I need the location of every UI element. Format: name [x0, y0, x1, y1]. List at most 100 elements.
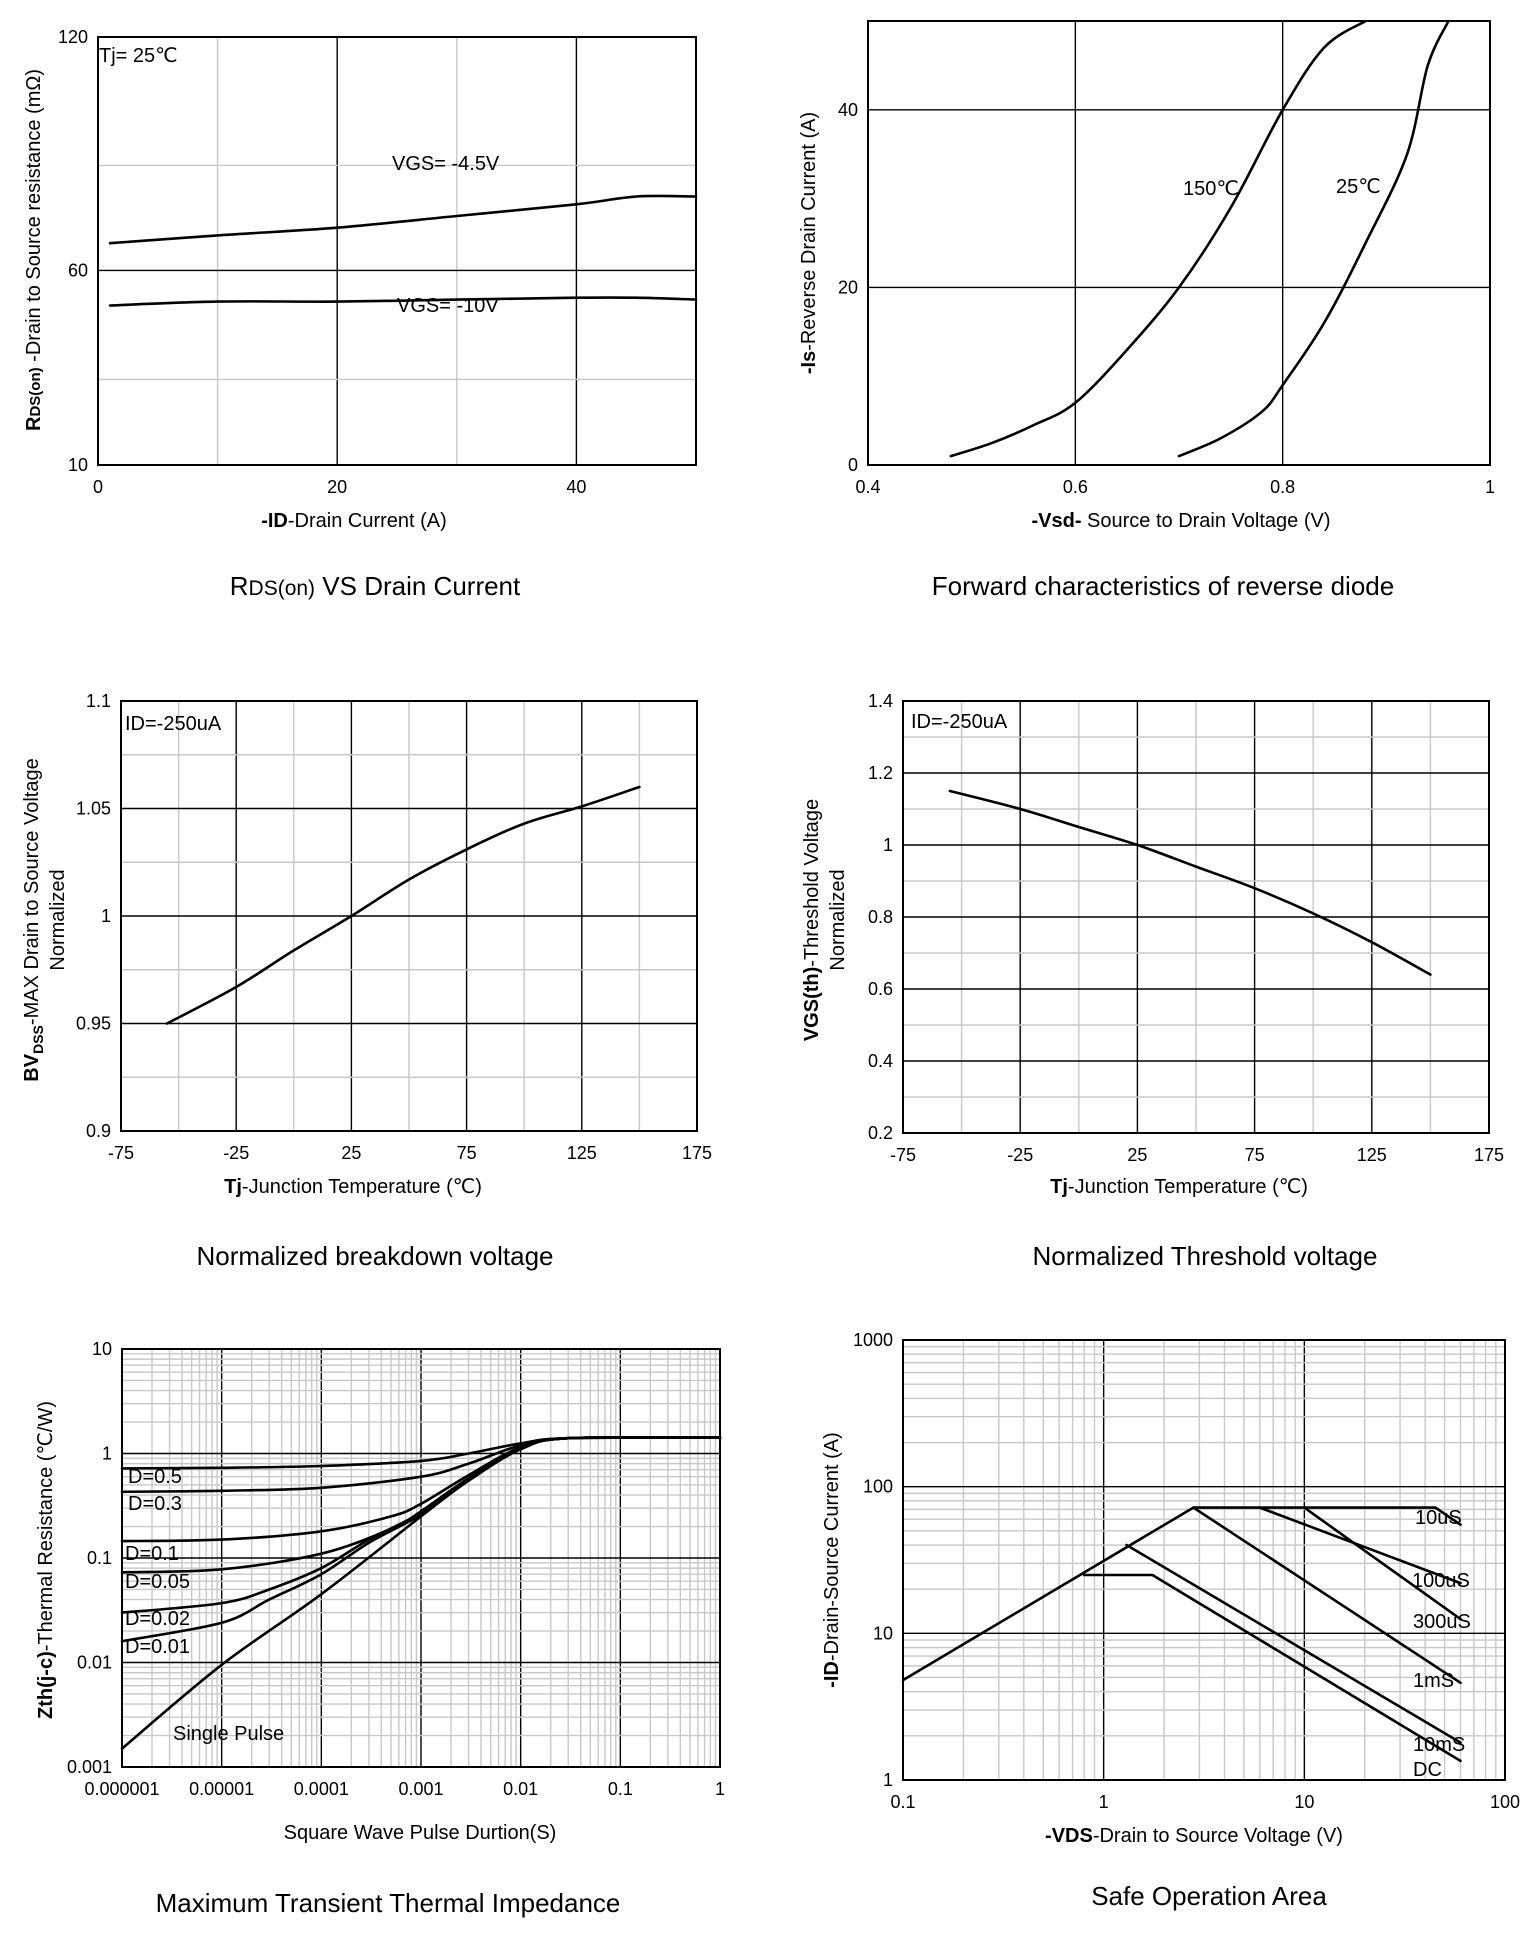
diode-chart-caption: Forward characteristics of reverse diode — [932, 571, 1394, 601]
soa-y-axis-label: -ID-Drain-Source Current (A) — [821, 1432, 843, 1688]
bvdss-x-tick-2: 25 — [341, 1143, 361, 1163]
diode-x-tick-3: 1 — [1485, 477, 1495, 497]
rds-condition-label: Tj= 25℃ — [99, 45, 178, 67]
diode-series-label-25c: 25℃ — [1336, 176, 1381, 198]
zth-y-axis-label: Zth(j-c)-Thermal Resistance (℃/W) — [35, 1401, 57, 1719]
bvdss-x-tick-1: -25 — [223, 1143, 249, 1163]
bvdss-y-tick-4: 1.1 — [86, 691, 111, 711]
soa-x-tick-3: 100 — [1490, 1792, 1520, 1812]
diode-x-tick-0: 0.4 — [855, 477, 880, 497]
vth-y-tick-3: 0.8 — [868, 907, 893, 927]
rds-series-0 — [110, 196, 696, 243]
rds-x-tick-2: 40 — [566, 477, 586, 497]
soa-label-dc: DC — [1413, 1759, 1442, 1781]
vth-x-axis-label: Tj-Junction Temperature (℃) — [1050, 1176, 1308, 1198]
soa-rdson-limit-line — [903, 1508, 1193, 1681]
vth-condition-label: ID=-250uA — [911, 711, 1008, 733]
soa-series-5 — [1084, 1575, 1460, 1761]
vth-y-tick-6: 1.4 — [868, 691, 893, 711]
zth-y-tick-0: 0.001 — [67, 1757, 112, 1777]
diode-y-tick-0: 0 — [848, 455, 858, 475]
rds-x-tick-0: 0 — [93, 477, 103, 497]
soa-label-1ms: 1mS — [1413, 1670, 1454, 1692]
vth-y-tick-2: 0.6 — [868, 979, 893, 999]
rds-plot-frame — [98, 37, 696, 465]
vth-y-tick-0: 0.2 — [868, 1123, 893, 1143]
chart-diode-forward: 0.4 0.6 0.8 1 0 20 40 150℃ 25℃ -Vsd- Source to… — [798, 21, 1495, 601]
vth-y-tick-1: 0.4 — [868, 1051, 893, 1071]
bvdss-y-axis-label: BVDSS-MAX Drain to Source Voltage — [21, 758, 46, 1081]
bvdss-y-axis-label-line2: Normalized — [47, 869, 69, 970]
vth-series-0 — [950, 791, 1431, 975]
zth-label-d01: D=0.1 — [125, 1543, 179, 1565]
zth-x-tick-4: 0.01 — [503, 1779, 538, 1799]
diode-y-axis-label: -Is-Reverse Drain Current (A) — [798, 112, 820, 374]
bvdss-condition-label: ID=-250uA — [125, 713, 222, 735]
diode-y-tick-2: 40 — [838, 100, 858, 120]
rds-chart-caption: RDS(on) VS Drain Current — [230, 571, 521, 601]
zth-x-tick-0: 0.000001 — [84, 1779, 159, 1799]
bvdss-chart-caption: Normalized breakdown voltage — [197, 1241, 554, 1271]
zth-label-d005: D=0.05 — [125, 1571, 190, 1593]
diode-series-1 — [1179, 21, 1449, 456]
rds-series-label-vgs45: VGS= -4.5V — [392, 153, 500, 175]
soa-y-tick-2: 100 — [863, 1477, 893, 1497]
vth-x-tick-1: -25 — [1007, 1145, 1033, 1165]
soa-label-100us: 100uS — [1412, 1570, 1470, 1592]
vth-chart-caption: Normalized Threshold voltage — [1033, 1241, 1378, 1271]
vth-y-tick-4: 1 — [883, 835, 893, 855]
soa-label-10ms: 10mS — [1413, 1734, 1465, 1756]
zth-x-tick-2: 0.0001 — [294, 1779, 349, 1799]
rds-y-tick-0: 10 — [68, 455, 88, 475]
rds-y-axis-label: RDS(on) -Drain to Source resistance (mΩ) — [23, 69, 45, 431]
bvdss-x-tick-3: 75 — [457, 1143, 477, 1163]
soa-y-tick-3: 1000 — [853, 1330, 893, 1350]
rds-x-axis-label: -ID-Drain Current (A) — [261, 510, 447, 532]
vth-x-tick-0: -75 — [890, 1145, 916, 1165]
zth-x-tick-5: 0.1 — [608, 1779, 633, 1799]
vth-y-axis-label: VGS(th)-Threshold Voltage — [801, 799, 823, 1041]
zth-x-axis-label: Square Wave Pulse Durtion(S) — [284, 1822, 557, 1844]
zth-label-d05: D=0.5 — [128, 1466, 182, 1488]
soa-label-300us: 300uS — [1413, 1611, 1471, 1633]
zth-x-tick-6: 1 — [715, 1779, 725, 1799]
rds-x-tick-1: 20 — [327, 477, 347, 497]
diode-y-tick-1: 20 — [838, 277, 858, 297]
zth-x-tick-1: 0.00001 — [189, 1779, 254, 1799]
chart-bvdss: -75 -25 25 75 125 175 0.9 0.95 1 1.05 1.1 ID=-250u… — [21, 691, 712, 1271]
soa-x-tick-0: 0.1 — [890, 1792, 915, 1812]
zth-y-tick-1: 0.01 — [77, 1653, 112, 1673]
soa-chart-caption: Safe Operation Area — [1091, 1881, 1327, 1911]
vth-x-tick-3: 75 — [1245, 1145, 1265, 1165]
soa-y-tick-1: 10 — [873, 1623, 893, 1643]
bvdss-series-0 — [167, 787, 639, 1024]
soa-x-tick-1: 1 — [1099, 1792, 1109, 1812]
diode-plot-frame — [868, 21, 1490, 465]
chart-vth: -75 -25 25 75 125 175 0.2 0.4 0.6 0.8 1 1.2 1.4 ID=-… — [801, 691, 1504, 1271]
zth-label-single-pulse: Single Pulse — [173, 1723, 284, 1745]
zth-chart-caption: Maximum Transient Thermal Impedance — [156, 1888, 621, 1918]
bvdss-x-tick-4: 125 — [567, 1143, 597, 1163]
zth-x-tick-3: 0.001 — [398, 1779, 443, 1799]
bvdss-y-tick-2: 1 — [101, 906, 111, 926]
bvdss-y-tick-0: 0.9 — [86, 1121, 111, 1141]
diode-series-0 — [951, 21, 1366, 456]
diode-x-tick-2: 0.8 — [1270, 477, 1295, 497]
soa-label-10us: 10uS — [1415, 1507, 1462, 1529]
datasheet-charts: 0 20 401060120 Tj= 25℃ VGS= -4.5V VGS= -10… — [0, 0, 1537, 1945]
vth-y-axis-label-line2: Normalized — [827, 869, 849, 970]
rds-y-tick-2: 120 — [58, 27, 88, 47]
soa-x-axis-label: -VDS-Drain to Source Voltage (V) — [1045, 1825, 1343, 1847]
bvdss-y-tick-1: 0.95 — [76, 1014, 111, 1034]
vth-x-tick-5: 175 — [1474, 1145, 1504, 1165]
bvdss-x-tick-0: -75 — [108, 1143, 134, 1163]
bvdss-y-tick-3: 1.05 — [76, 799, 111, 819]
diode-x-axis-label: -Vsd- Source to Drain Voltage (V) — [1031, 510, 1330, 532]
zth-label-d001: D=0.01 — [125, 1636, 190, 1658]
zth-y-tick-2: 0.1 — [87, 1548, 112, 1568]
chart-rds-on: 0 20 401060120 Tj= 25℃ VGS= -4.5V VGS= -10… — [23, 27, 696, 601]
zth-y-tick-4: 10 — [92, 1339, 112, 1359]
soa-x-tick-2: 10 — [1294, 1792, 1314, 1812]
rds-y-tick-1: 60 — [68, 260, 88, 280]
zth-label-d03: D=0.3 — [128, 1493, 182, 1515]
